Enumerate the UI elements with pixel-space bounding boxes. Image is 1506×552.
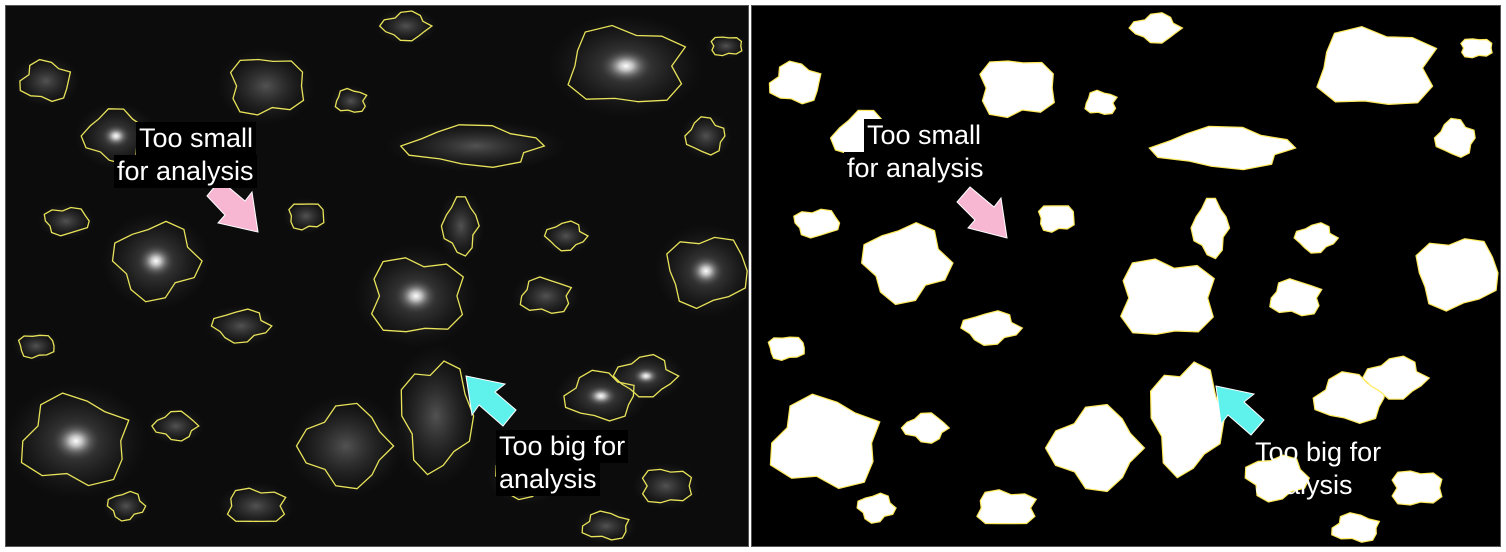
micrograph-panel: Too small for analysis Too big for analy…: [5, 5, 749, 547]
too-big-label-line2: analysis: [1255, 470, 1353, 500]
cell-haze: [282, 197, 330, 235]
mask-region: [767, 336, 805, 362]
mask-region: [1148, 125, 1297, 171]
segmentation-outlines: [17, 10, 748, 541]
too-small-label-line2: for analysis: [844, 152, 987, 185]
mask-region: [960, 310, 1024, 347]
cell-haze: [216, 47, 316, 125]
large-object-arrow-icon: [1215, 385, 1265, 436]
mask-region: [1415, 238, 1499, 312]
segmentation-outline: [210, 308, 273, 344]
segmentation-outline: [111, 220, 203, 303]
segmentation-outline: [400, 360, 475, 476]
mask-region: [1433, 117, 1476, 159]
too-small-label-line1: Too small: [864, 119, 985, 152]
mask-region: [1244, 454, 1311, 503]
mask-region: [1128, 12, 1184, 44]
segmentation-outline: [612, 353, 680, 398]
segmentation-outline: [106, 490, 147, 522]
cell-haze: [632, 462, 700, 510]
annotation-arrows: [206, 179, 517, 427]
cell-haze: [287, 394, 405, 498]
mask-region: [860, 221, 954, 306]
small-object-arrow-icon: [956, 186, 1008, 239]
mask-region: [1084, 89, 1119, 116]
segmentation-outline: [581, 510, 630, 541]
mask-region: [1361, 355, 1431, 400]
binary-mask-panel: Too small for analysis Too big for analy…: [751, 5, 1501, 547]
cell-body: [137, 243, 175, 279]
segmentation-outline: [334, 87, 368, 113]
fluorescent-cells: [6, 7, 748, 545]
mask-region: [1044, 403, 1146, 493]
mask-region: [979, 60, 1055, 119]
cell-body: [584, 385, 618, 407]
segmentation-outline: [151, 410, 200, 442]
binary-mask-image: [767, 12, 1499, 543]
too-big-label: Too big for analysis: [1252, 436, 1384, 502]
too-small-label-line2: for analysis: [114, 155, 257, 188]
segmentation-outline: [399, 124, 546, 168]
segmentation-outline: [19, 58, 72, 103]
mask-region: [768, 60, 822, 105]
mask-region: [769, 393, 881, 490]
segmentation-outline: [229, 58, 305, 116]
too-big-label-line2: analysis: [496, 463, 600, 496]
too-small-label-line1: Too small: [136, 122, 257, 155]
mask-region: [856, 492, 897, 524]
segmentation-outline: [43, 206, 90, 237]
segmentation-outline: [567, 24, 687, 103]
mask-region: [1149, 361, 1226, 479]
large-object-arrow-icon: [465, 375, 517, 427]
too-big-label-line1: Too big for: [1255, 437, 1382, 467]
mask-region: [900, 412, 951, 444]
segmentation-outline: [543, 220, 590, 252]
too-big-label: Too big for analysis: [496, 430, 629, 496]
segmentation-outline: [563, 369, 635, 422]
cell-body: [394, 278, 438, 314]
segmentation-outline: [519, 276, 573, 314]
segmentation-outline: [684, 116, 726, 156]
cell-haze: [217, 482, 295, 530]
cell-body: [599, 48, 653, 84]
mask-region: [1190, 197, 1231, 260]
too-small-label: Too small for analysis: [844, 119, 987, 185]
cell-haze: [705, 33, 747, 59]
mask-region: [1316, 25, 1438, 106]
cell-body: [51, 420, 101, 462]
segmentation-outline: [666, 236, 748, 310]
mask-region: [1331, 512, 1381, 543]
segmentation-outline: [20, 392, 130, 487]
segmentation-outline: [288, 203, 325, 231]
mask-region: [1037, 205, 1075, 233]
micrograph-image: [6, 7, 748, 545]
cell-body: [632, 367, 660, 385]
mask-region: [1293, 222, 1340, 254]
segmentation-outline: [440, 196, 480, 257]
segmentation-outline: [17, 334, 55, 359]
mask-region: [1120, 258, 1216, 336]
mask-region: [793, 208, 841, 239]
segmentation-outline: [641, 468, 693, 504]
cell-body: [101, 124, 131, 148]
too-small-label: Too small for analysis: [114, 122, 257, 188]
segmentation-outline: [378, 10, 434, 42]
too-big-label-line1: Too big for: [496, 430, 629, 463]
mask-region: [1460, 38, 1493, 59]
segmentation-outline: [226, 487, 287, 523]
mask-region: [1269, 278, 1323, 317]
annotation-arrows: [956, 186, 1265, 436]
segmentation-outline: [370, 257, 465, 333]
mask-region: [976, 489, 1038, 525]
cell-body: [688, 254, 724, 288]
mask-region: [1391, 470, 1443, 506]
mask-regions: [767, 12, 1499, 543]
segmentation-outline: [295, 402, 395, 490]
segmentation-outline: [710, 36, 743, 57]
